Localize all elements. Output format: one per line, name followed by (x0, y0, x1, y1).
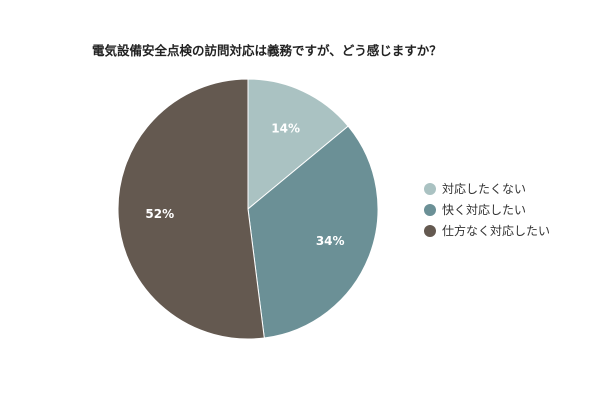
legend-label: 対応したくない (442, 182, 527, 196)
pie-labels: 14% 34% 52% (145, 122, 344, 249)
legend-swatch (424, 182, 436, 195)
legend: 対応したくない 快く対応したい 仕方なく対応したい (424, 178, 550, 241)
pie-slice-reluctantly (117, 78, 265, 340)
slice-value-label: 52% (145, 207, 174, 221)
pie-slices (117, 78, 379, 340)
legend-label: 仕方なく対応したい (442, 224, 551, 238)
slice-value-label: 14% (271, 122, 300, 136)
slice-value-label: 34% (316, 234, 345, 248)
legend-swatch (424, 203, 436, 216)
legend-swatch (424, 224, 436, 237)
legend-item-reluctantly: 仕方なく対応したい (424, 220, 550, 241)
chart-title: 電気設備安全点検の訪問対応は義務ですが、どう感じますか？ (92, 43, 442, 58)
pie-slice-not-willing (247, 78, 349, 211)
legend-item-gladly: 快く対応したい (424, 199, 550, 220)
pie-slice-gladly (247, 125, 379, 339)
legend-item-not-willing: 対応したくない (424, 178, 550, 199)
legend-label: 快く対応したい (442, 203, 527, 217)
